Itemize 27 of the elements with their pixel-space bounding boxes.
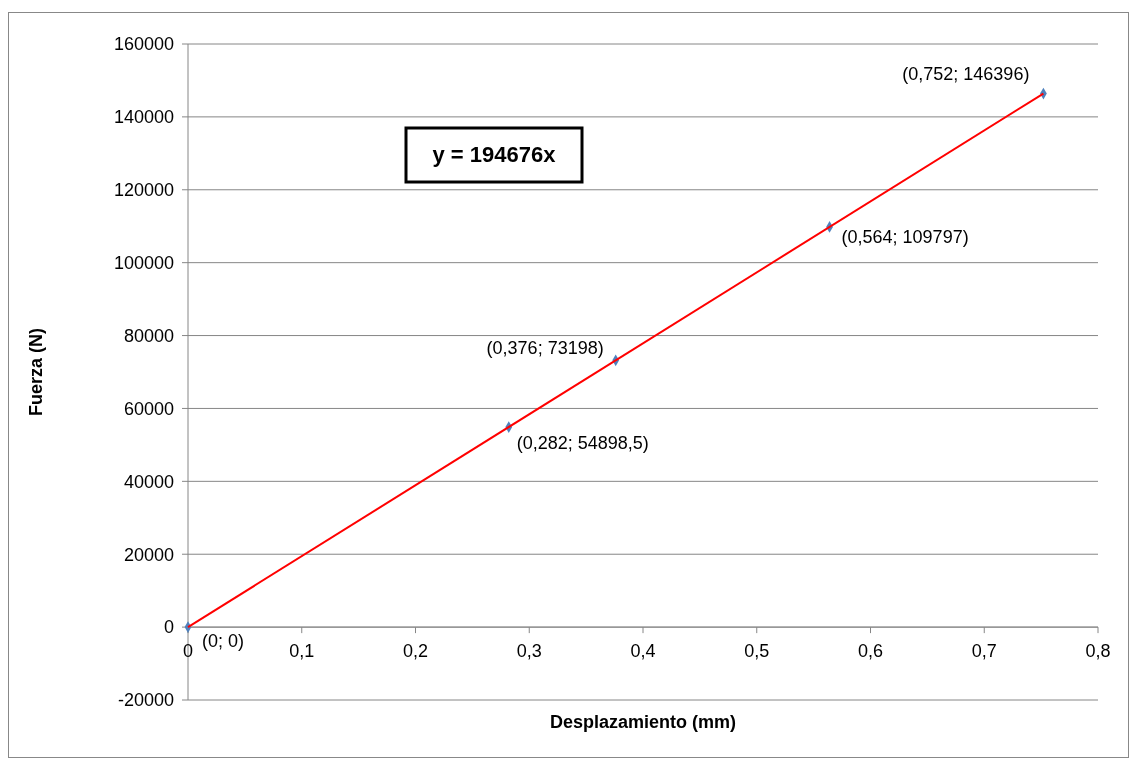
- y-tick-label: 20000: [123, 544, 174, 565]
- y-tick-label: 160000: [113, 34, 174, 55]
- y-tick-label: 40000: [123, 471, 174, 492]
- data-label: (0,282; 54898,5): [516, 433, 649, 454]
- x-axis-title: Desplazamiento (mm): [549, 712, 737, 732]
- annotation: y = 194676x: [432, 142, 557, 167]
- y-tick-label: 100000: [113, 252, 174, 273]
- y-tick-label: 120000: [113, 180, 174, 201]
- x-tick-label: 0,8: [1085, 641, 1111, 662]
- y-tick-label: -20000: [117, 690, 174, 711]
- y-axis-title: Fuerza (N): [26, 327, 46, 417]
- data-label: (0; 0): [202, 631, 245, 652]
- data-label: (0,376; 73198): [486, 338, 604, 359]
- x-tick-label: 0,7: [971, 641, 997, 662]
- y-tick-label: 0: [163, 617, 174, 638]
- y-tick-label: 140000: [113, 107, 174, 128]
- x-tick-label: 0,4: [630, 641, 656, 662]
- x-tick-label: 0,5: [744, 641, 770, 662]
- y-tick-label: 80000: [123, 325, 174, 346]
- data-label: (0,752; 146396): [902, 63, 1030, 84]
- x-tick-label: 0,1: [289, 641, 315, 662]
- data-label: (0,564; 109797): [841, 226, 969, 247]
- x-tick-label: 0,2: [402, 641, 429, 662]
- x-tick-label: 0,6: [857, 641, 884, 662]
- x-tick-label: 0: [182, 641, 194, 662]
- y-tick-label: 60000: [123, 398, 174, 419]
- x-tick-label: 0,3: [516, 641, 542, 662]
